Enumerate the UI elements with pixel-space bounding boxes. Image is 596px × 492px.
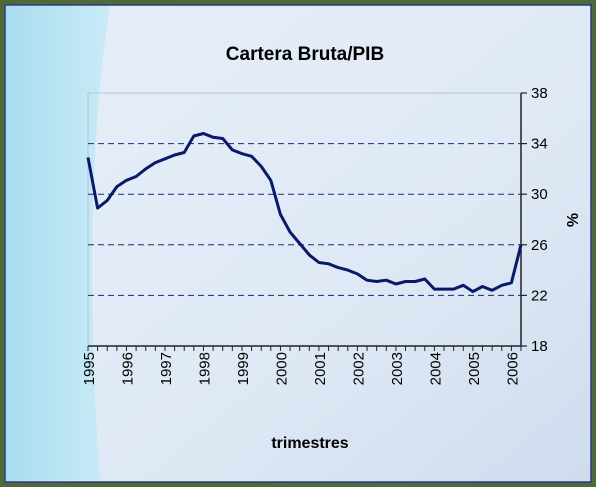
y-tick-label: 34 bbox=[531, 136, 548, 153]
line-series bbox=[86, 132, 523, 294]
chart-title: Cartera Bruta/PIB bbox=[226, 44, 384, 65]
x-tick-label: 1999 bbox=[235, 352, 252, 385]
x-tick-label: 2001 bbox=[312, 352, 329, 385]
x-axis-label: trimestres bbox=[271, 435, 348, 452]
x-tick-label: 1997 bbox=[158, 352, 175, 385]
x-tick-label: 2005 bbox=[466, 352, 483, 385]
y-tick-label: 26 bbox=[531, 237, 548, 254]
x-tick-label: 2003 bbox=[389, 352, 406, 385]
y-tick-label: 22 bbox=[531, 287, 548, 304]
x-tick-label: 1996 bbox=[119, 352, 136, 385]
x-tick-label: 2002 bbox=[350, 352, 367, 385]
x-tick-label: 1998 bbox=[196, 352, 213, 385]
y-tick-label: 30 bbox=[531, 186, 548, 203]
y-tick-label: 18 bbox=[531, 338, 548, 355]
x-tick-label: 1995 bbox=[81, 352, 98, 385]
y-tick-label: 38 bbox=[531, 85, 548, 102]
decor-band bbox=[6, 6, 110, 481]
y-axis-label: % bbox=[565, 213, 582, 227]
x-tick-label: 2004 bbox=[427, 352, 444, 385]
x-tick-label: 2006 bbox=[504, 352, 521, 385]
x-tick-label: 2000 bbox=[273, 352, 290, 385]
